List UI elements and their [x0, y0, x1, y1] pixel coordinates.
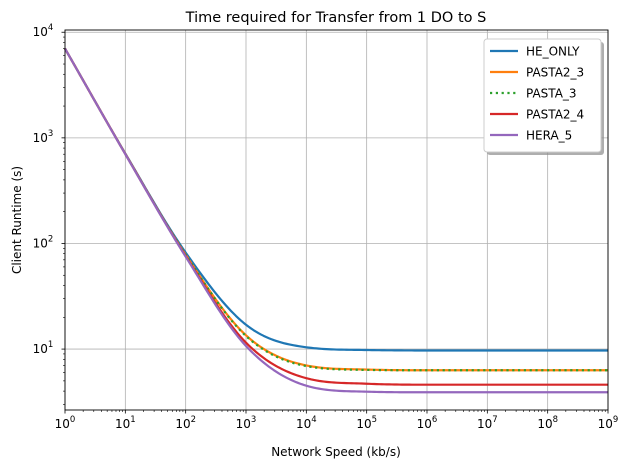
- legend-label: PASTA2_3: [526, 66, 584, 80]
- legend-label: HERA_5: [526, 129, 572, 143]
- legend-label: PASTA2_4: [526, 108, 584, 122]
- legend-label: HE_ONLY: [526, 45, 580, 59]
- plot-frame: [64, 29, 609, 411]
- x-tick-labels: 100 101 102 103 104 105 106 107 108 109: [55, 415, 619, 431]
- series-group: [64, 48, 608, 394]
- x-axis-label: Network Speed (kb/s): [271, 445, 401, 459]
- legend: HE_ONLY PASTA2_3 PASTA_3 PASTA2_4 HERA_5: [483, 38, 604, 155]
- y-axis-label: Client Runtime (s): [10, 166, 24, 274]
- ticks: [61, 31, 609, 414]
- legend-box: [483, 38, 602, 153]
- legend-label: PASTA_3: [526, 87, 577, 101]
- series-line-hera-5: [64, 48, 608, 394]
- chart-title: Time required for Transfer from 1 DO to …: [185, 10, 487, 26]
